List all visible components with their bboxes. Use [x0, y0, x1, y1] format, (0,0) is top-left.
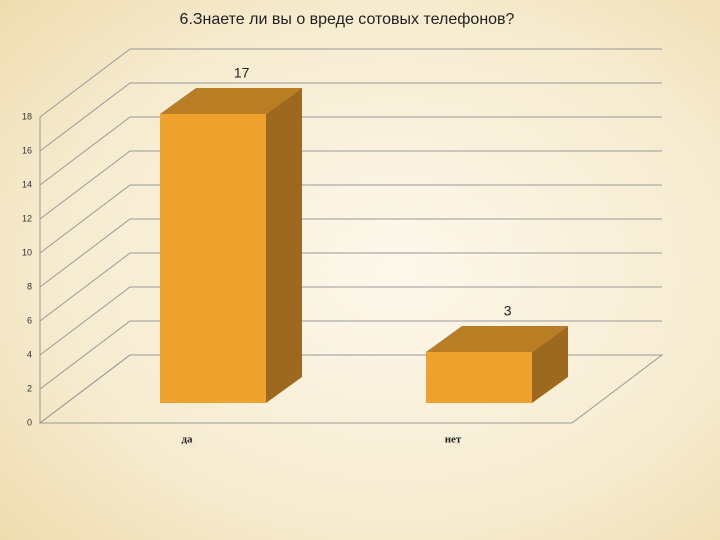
y-tick-label: 14	[22, 179, 32, 189]
grid-line	[39, 320, 662, 390]
bar-front	[426, 352, 532, 403]
y-tick-label: 0	[27, 417, 32, 427]
bar-top	[160, 88, 302, 114]
x-tick-label: нет	[445, 434, 462, 446]
chart-title: 6.Знаете ли вы о вреде сотовых телефонов…	[180, 11, 515, 28]
grid-line	[39, 116, 662, 186]
y-tick-label: 2	[27, 383, 32, 393]
y-tick-label: 10	[22, 247, 32, 257]
grid-line	[39, 252, 662, 322]
bar-front	[160, 114, 266, 403]
value-label: 3	[504, 303, 512, 319]
y-tick-label: 12	[22, 213, 32, 223]
bar	[426, 326, 568, 403]
y-tick-label: 18	[22, 111, 32, 121]
grid-line	[39, 82, 662, 152]
y-tick-label: 4	[27, 349, 32, 359]
x-tick-label: да	[181, 434, 193, 446]
grid-line	[39, 184, 662, 254]
value-label: 17	[234, 65, 250, 81]
y-tick-label: 8	[27, 281, 32, 291]
y-tick-label: 16	[22, 145, 32, 155]
grid-line	[39, 150, 662, 220]
bar-side	[532, 326, 568, 403]
grid-line	[39, 218, 662, 288]
bar-side	[266, 88, 302, 403]
grid-line	[39, 48, 662, 118]
y-tick-label: 6	[27, 315, 32, 325]
grid-line	[39, 286, 662, 356]
bar-top	[426, 326, 568, 352]
bar	[160, 88, 302, 403]
